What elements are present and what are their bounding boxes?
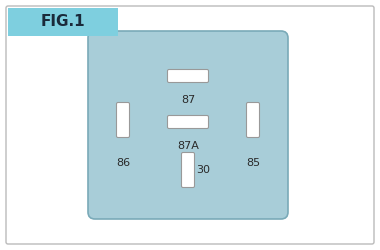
Text: 86: 86	[116, 158, 130, 168]
Text: 30: 30	[196, 165, 210, 175]
FancyBboxPatch shape	[168, 116, 209, 128]
FancyBboxPatch shape	[8, 8, 118, 36]
FancyBboxPatch shape	[88, 31, 288, 219]
FancyBboxPatch shape	[168, 70, 209, 82]
FancyBboxPatch shape	[117, 102, 130, 138]
FancyBboxPatch shape	[6, 6, 374, 244]
FancyBboxPatch shape	[182, 152, 195, 188]
FancyBboxPatch shape	[247, 102, 260, 138]
Text: 87A: 87A	[177, 141, 199, 151]
Text: 87: 87	[181, 95, 195, 105]
Text: FIG.1: FIG.1	[41, 14, 86, 30]
Text: 85: 85	[246, 158, 260, 168]
